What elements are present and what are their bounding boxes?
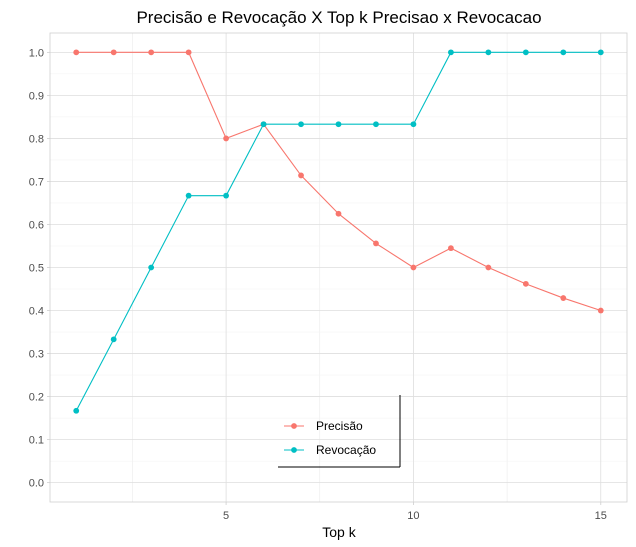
y-axis-ticks: 0.0 0.1 0.2 0.3 0.4 0.5 0.6 0.7 0.8 0.9 1.0 — [29, 47, 50, 490]
data-point — [373, 121, 379, 128]
chart-title: Precisão e Revocação X Top k Precisao x … — [136, 8, 541, 27]
data-point — [185, 49, 192, 56]
data-point — [298, 121, 304, 128]
data-point — [298, 172, 304, 179]
data-point — [148, 264, 155, 271]
data-point — [185, 192, 192, 199]
data-point — [485, 264, 492, 271]
y-tick-label: 0.8 — [29, 133, 44, 145]
data-point — [597, 49, 604, 56]
data-point — [148, 49, 155, 56]
legend-key-point — [291, 447, 297, 453]
y-tick-label: 0.1 — [29, 435, 44, 447]
series-layer — [73, 49, 604, 414]
x-tick-label: 5 — [223, 510, 229, 522]
y-tick-label: 0.2 — [29, 392, 44, 404]
legend-entry: Revocação — [284, 443, 376, 457]
y-tick-label: 0.5 — [29, 263, 44, 275]
x-axis-label: Top k — [322, 524, 356, 540]
data-point — [522, 49, 529, 56]
data-point — [260, 121, 267, 128]
grid-lines — [50, 33, 627, 502]
y-tick-label: 0.7 — [29, 176, 44, 188]
data-point — [485, 49, 492, 56]
data-point — [73, 49, 80, 56]
y-tick-label: 0.4 — [29, 306, 44, 318]
data-point — [110, 336, 117, 343]
data-point — [597, 307, 604, 314]
legend-entry: Precisão — [284, 419, 363, 433]
data-point — [448, 245, 454, 252]
series-revocacao — [73, 49, 604, 414]
y-tick-label: 0.3 — [29, 349, 44, 361]
data-point — [560, 295, 567, 301]
data-point — [560, 49, 567, 56]
data-point — [373, 240, 379, 247]
data-point — [335, 210, 342, 217]
legend: Precisão Revocação — [278, 395, 401, 468]
y-tick-label: 1.0 — [29, 47, 44, 59]
x-tick-label: 15 — [595, 510, 607, 522]
x-axis-ticks: 5 10 15 — [223, 502, 607, 522]
data-point — [110, 49, 117, 56]
data-point — [223, 135, 229, 142]
y-tick-label: 0.9 — [29, 90, 44, 102]
data-point — [410, 121, 417, 128]
x-tick-label: 10 — [407, 510, 419, 522]
data-point — [522, 280, 529, 287]
legend-key-point — [291, 423, 297, 429]
data-point — [448, 49, 454, 56]
data-point — [335, 121, 342, 128]
data-point — [223, 192, 229, 199]
y-tick-label: 0.6 — [29, 219, 44, 231]
data-point — [73, 407, 80, 414]
data-point — [410, 264, 417, 271]
legend-label: Precisão — [316, 419, 363, 433]
legend-label: Revocação — [316, 443, 376, 457]
y-tick-label: 0.0 — [29, 478, 44, 490]
